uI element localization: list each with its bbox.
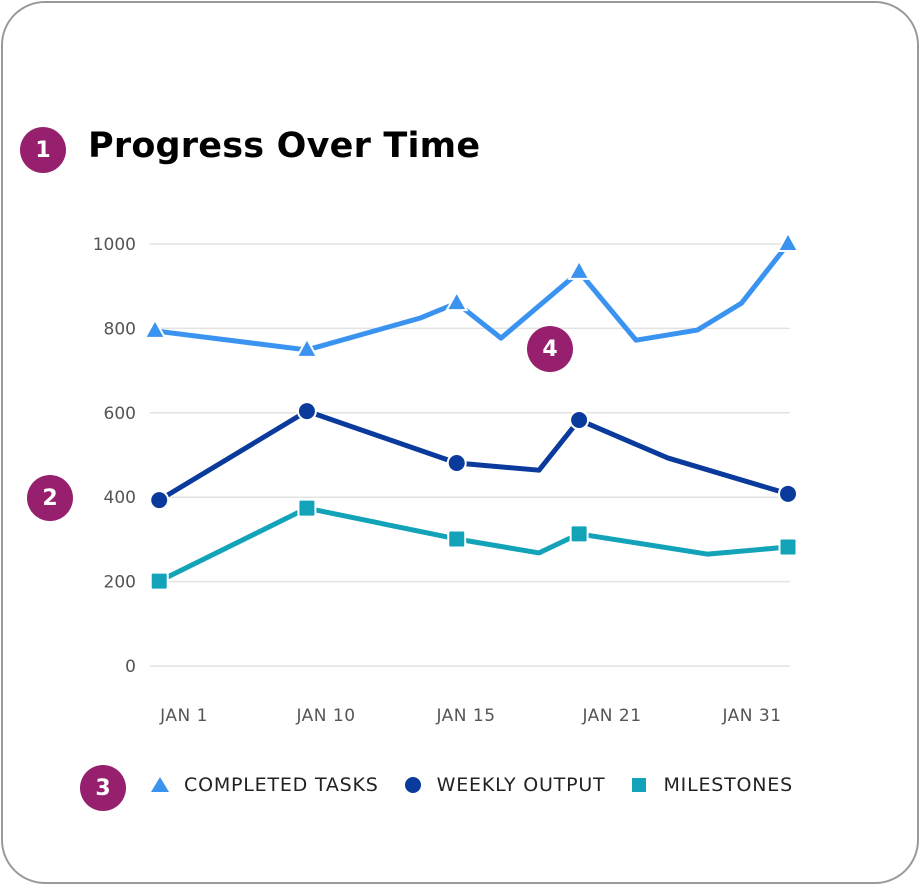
circle-icon <box>404 777 421 793</box>
data-point-square <box>297 498 317 518</box>
triangle-icon <box>151 777 169 792</box>
legend-label: MILESTONES <box>663 774 793 796</box>
x-tick-label: JAN 10 <box>295 706 355 726</box>
data-point-triangle <box>295 336 319 358</box>
legend-label: WEEKLY OUTPUT <box>436 774 606 796</box>
square-icon <box>632 778 647 792</box>
series-line-0 <box>152 241 791 353</box>
data-point-circle <box>149 490 170 511</box>
y-tick-label: 400 <box>104 488 136 508</box>
data-point-triangle <box>143 317 167 339</box>
data-point-circle <box>569 409 590 430</box>
legend-item-milestones: MILESTONES <box>629 774 793 796</box>
series-line-1 <box>156 408 791 503</box>
data-point-triangle <box>567 258 591 280</box>
legend-item-completed-tasks: COMPLETED TASKS <box>150 774 379 796</box>
x-tick-label: JAN 15 <box>435 706 495 726</box>
series-line-2 <box>156 505 791 584</box>
data-point-square <box>149 571 169 591</box>
y-tick-label: 800 <box>104 319 136 339</box>
data-point-square <box>569 524 589 544</box>
x-tick-label: JAN 1 <box>159 706 208 726</box>
legend-item-weekly-output: WEEKLY OUTPUT <box>403 774 606 796</box>
chart-legend: COMPLETED TASKS WEEKLY OUTPUT MILESTONES <box>150 774 817 796</box>
data-point-circle <box>446 453 467 474</box>
y-tick-label: 1000 <box>93 235 136 255</box>
x-tick-label: JAN 31 <box>721 706 781 726</box>
y-tick-label: 600 <box>104 404 136 424</box>
y-tick-label: 0 <box>125 657 136 677</box>
x-tick-label: JAN 21 <box>581 706 641 726</box>
data-point-circle <box>296 401 317 422</box>
annotation-badge-2: 2 <box>27 475 73 521</box>
y-tick-label: 200 <box>104 573 136 593</box>
annotation-badge-1: 1 <box>20 127 66 173</box>
data-point-square <box>447 529 467 549</box>
data-point-triangle <box>776 230 800 252</box>
data-point-triangle <box>445 290 469 312</box>
annotation-badge-3: 3 <box>80 765 126 811</box>
data-point-circle <box>778 483 798 504</box>
data-point-square <box>778 537 798 557</box>
legend-label: COMPLETED TASKS <box>184 774 379 796</box>
annotation-badge-4: 4 <box>527 326 573 372</box>
chart-title: Progress Over Time <box>88 126 481 166</box>
